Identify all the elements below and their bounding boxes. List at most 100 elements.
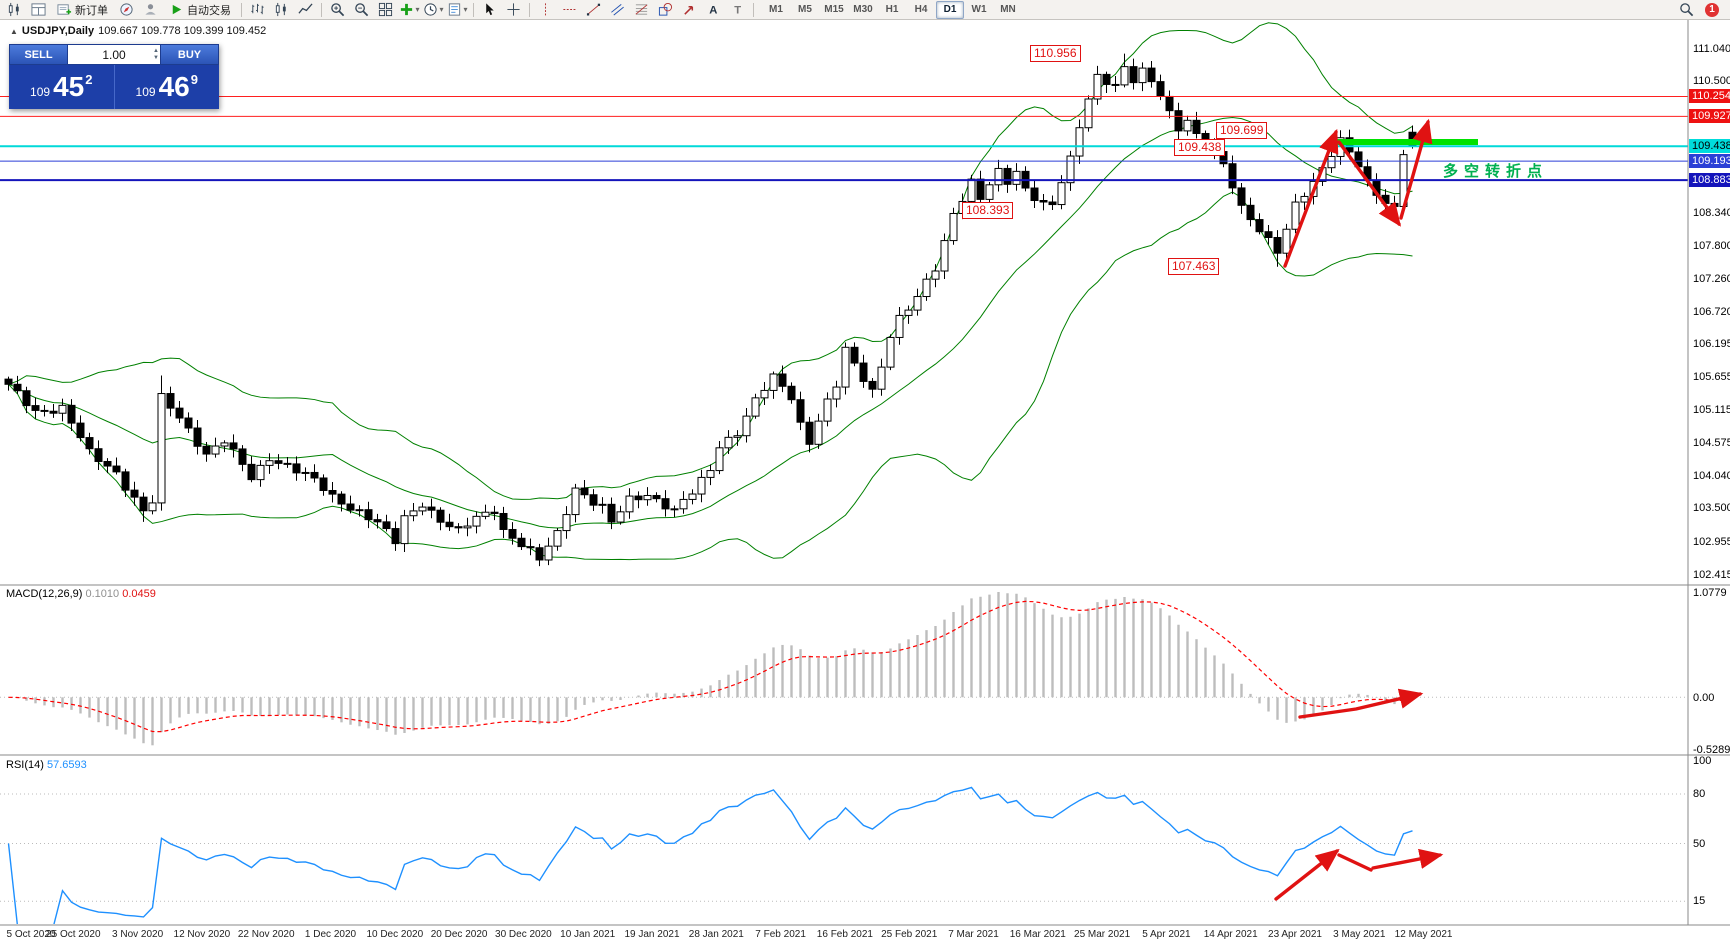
new-chart-icon[interactable]: [3, 0, 26, 20]
notification-badge[interactable]: 1: [1705, 2, 1719, 17]
timeframe-h4[interactable]: H4: [914, 4, 928, 15]
green-highlight-bar: [1334, 139, 1478, 145]
lot-decrement-icon[interactable]: ▼: [153, 54, 159, 61]
main-chart-arrows[interactable]: [1283, 118, 1433, 268]
toolbar-separator: [321, 2, 322, 17]
timeframe-h1[interactable]: H1: [885, 4, 899, 15]
toolbar-right-group: 1: [1675, 0, 1727, 20]
profiles-icon[interactable]: [27, 0, 50, 20]
symbol-period-label: USDJPY,Daily: [21, 25, 95, 37]
price-tick-102.955: 102.955: [1693, 535, 1730, 548]
price-tick-106.195: 106.195: [1693, 338, 1730, 351]
macd-arrows[interactable]: [1298, 688, 1424, 719]
line-chart-icon[interactable]: [294, 0, 317, 20]
sell-price-point: 2: [85, 71, 93, 87]
candlestick-chart-icon[interactable]: [270, 0, 293, 20]
price-note-109.438[interactable]: 109.438: [1174, 139, 1226, 156]
price-tick-106.720: 106.720: [1693, 306, 1730, 319]
buy-price-button[interactable]: 109 46 9: [115, 65, 220, 109]
crosshair-icon[interactable]: [502, 0, 525, 20]
toolbar: 新订单 自动交易 ▾ ▾ ▾ A T M1 M5 M15 M30 H1 H4 D1 W1 MN 1: [0, 0, 1730, 20]
one-click-toggle-icon[interactable]: ▲: [10, 26, 18, 36]
buy-price-prefix: 109: [135, 85, 156, 99]
macd-scale-1: 0.00: [1693, 692, 1715, 705]
date-label: 30 Dec 2020: [495, 929, 552, 940]
price-note-109.699[interactable]: 109.699: [1216, 122, 1268, 139]
text-icon[interactable]: A: [702, 0, 725, 20]
price-tick-104.575: 104.575: [1693, 436, 1730, 449]
cursor-icon[interactable]: [478, 0, 501, 20]
macd-label: MACD(12,26,9) 0.1010 0.0459: [6, 588, 156, 600]
date-label: 22 Nov 2020: [237, 929, 295, 940]
price-tag-109.927: 109.927: [1689, 109, 1730, 124]
price-note-107.463[interactable]: 107.463: [1168, 258, 1220, 275]
trend-arrow-object: [1371, 848, 1444, 870]
shapes-icon[interactable]: [654, 0, 677, 20]
date-label: 23 Apr 2021: [1268, 929, 1322, 940]
trendline-icon[interactable]: [582, 0, 605, 20]
indicators-icon[interactable]: ▾: [398, 0, 421, 20]
timeframe-m1[interactable]: M1: [769, 4, 783, 15]
trend-arrow-object: [1274, 848, 1340, 901]
timeframe-mn[interactable]: MN: [1000, 4, 1016, 15]
price-tick-107.800: 107.800: [1693, 240, 1730, 253]
macd-main-value: 0.1010: [85, 588, 120, 600]
timeframe-d1[interactable]: D1: [936, 0, 964, 19]
metaeditor-icon[interactable]: [115, 0, 138, 20]
trend-arrow-object: [1337, 853, 1373, 872]
horizontal-line-icon[interactable]: [558, 0, 581, 20]
date-label: 5 Oct 2020: [6, 929, 56, 940]
arrows-icon[interactable]: [678, 0, 701, 20]
vertical-line-icon[interactable]: [534, 0, 557, 20]
sell-button[interactable]: SELL: [9, 44, 68, 65]
toolbar-separator: [529, 2, 530, 17]
timeframe-m15[interactable]: M15: [824, 4, 844, 15]
macd-name: MACD(12,26,9): [6, 588, 83, 600]
rsi-label: RSI(14) 57.6593: [6, 759, 87, 771]
channel-icon[interactable]: [606, 0, 629, 20]
date-label: 25 Oct 2020: [46, 929, 101, 940]
lot-increment-icon[interactable]: ▲: [153, 47, 159, 54]
search-icon[interactable]: [1675, 0, 1698, 20]
trend-arrow-object: [1298, 688, 1424, 719]
timeframe-m5[interactable]: M5: [798, 4, 812, 15]
zoom-in-icon[interactable]: [326, 0, 349, 20]
sell-price-button[interactable]: 109 45 2: [9, 65, 115, 109]
price-note-110.956[interactable]: 110.956: [1030, 45, 1081, 62]
date-label: 3 May 2021: [1333, 929, 1386, 940]
date-label: 7 Feb 2021: [755, 929, 806, 940]
buy-button[interactable]: BUY: [160, 44, 219, 65]
price-note-108.393[interactable]: 108.393: [962, 202, 1014, 219]
buy-price-point: 9: [190, 71, 198, 87]
price-tick-105.655: 105.655: [1693, 370, 1730, 383]
price-tick-104.040: 104.040: [1693, 469, 1730, 482]
price-tag-110.254: 110.254: [1689, 89, 1730, 104]
lot-size-field[interactable]: 1.00 ▲ ▼: [68, 44, 160, 65]
price-tick-108.340: 108.340: [1693, 207, 1730, 220]
timeframe-m30[interactable]: M30: [853, 4, 873, 15]
date-label: 3 Nov 2020: [112, 929, 164, 940]
sell-price-pips: 45: [53, 71, 85, 102]
date-label: 25 Mar 2021: [1074, 929, 1131, 940]
bar-chart-icon[interactable]: [246, 0, 269, 20]
lot-value[interactable]: 1.00: [102, 47, 126, 62]
timeframe-w1[interactable]: W1: [971, 4, 987, 15]
support-icon[interactable]: [139, 0, 162, 20]
autotrading-button[interactable]: 自动交易: [163, 0, 237, 20]
fibonacci-icon[interactable]: [630, 0, 653, 20]
templates-icon[interactable]: ▾: [446, 0, 469, 20]
horizontal-line-objects[interactable]: [0, 95, 1688, 182]
rsi-arrows[interactable]: [1274, 848, 1444, 901]
macd-scale-0: 1.0779: [1693, 587, 1727, 599]
turning-point-annotation[interactable]: 多空转折点: [1443, 163, 1549, 180]
periods-icon[interactable]: ▾: [422, 0, 445, 20]
date-label: 5 Apr 2021: [1142, 929, 1191, 940]
new-order-button[interactable]: 新订单: [51, 0, 114, 20]
zoom-out-icon[interactable]: [350, 0, 373, 20]
date-label: 25 Feb 2021: [881, 929, 938, 940]
label-icon[interactable]: T: [726, 0, 749, 20]
date-label: 10 Jan 2021: [560, 929, 616, 940]
tile-windows-icon[interactable]: [374, 0, 397, 20]
price-tick-102.415: 102.415: [1693, 568, 1730, 581]
